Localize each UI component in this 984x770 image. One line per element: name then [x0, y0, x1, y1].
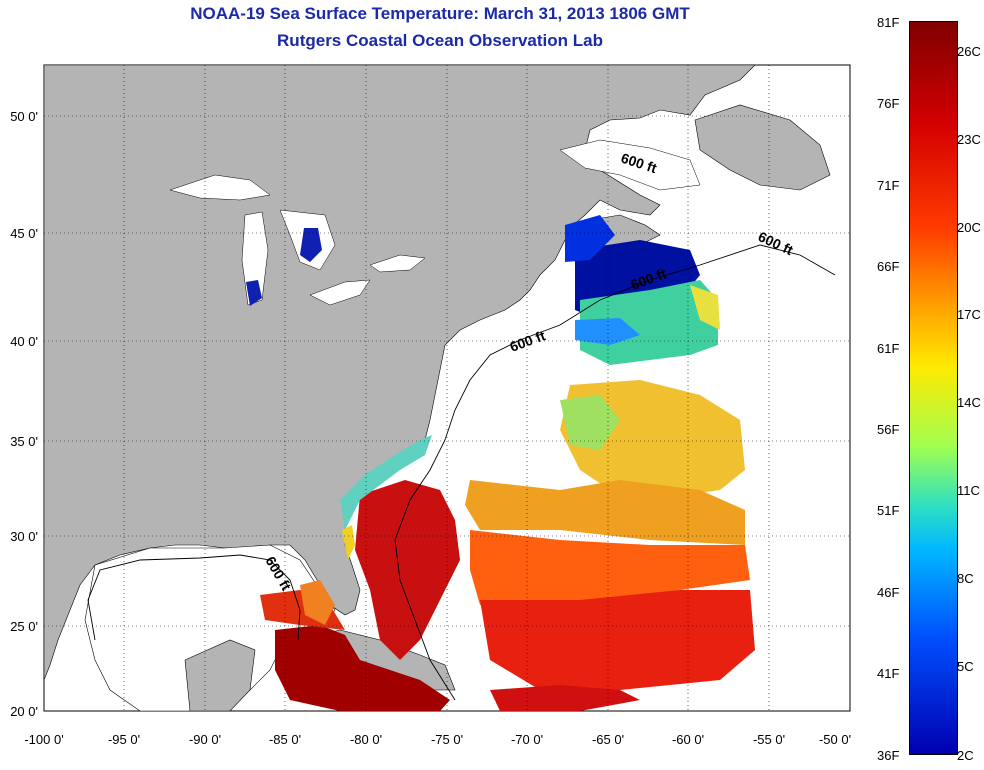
lon-tick: -95 0': [108, 732, 140, 747]
lat-tick: 30 0': [10, 529, 38, 544]
lon-tick: -75 0': [431, 732, 463, 747]
lon-tick: -60 0': [672, 732, 704, 747]
colorbar-f-label: 71F: [877, 178, 900, 193]
colorbar-f-label: 51F: [877, 503, 900, 518]
colorbar-c-label: 23C: [957, 132, 981, 147]
colorbar-f-label: 41F: [877, 666, 900, 681]
lon-tick: -65 0': [592, 732, 624, 747]
lat-tick: 20 0': [10, 704, 38, 719]
isobath-600ft-gulf: [87, 554, 301, 641]
colorbar-f-label: 56F: [877, 422, 900, 437]
colorbar-c-label: 8C: [957, 571, 974, 586]
lon-tick: -85 0': [269, 732, 301, 747]
lon-tick: -50 0': [819, 732, 851, 747]
lon-tick: -55 0': [753, 732, 785, 747]
lat-tick: 45 0': [10, 226, 38, 241]
lon-tick: -100 0': [24, 732, 63, 747]
colorbar-c-label: 2C: [957, 748, 974, 763]
colorbar-f-label: 76F: [877, 96, 900, 111]
lon-tick: -80 0': [350, 732, 382, 747]
isobath-600ft: [394, 244, 836, 701]
lat-tick: 35 0': [10, 434, 38, 449]
lat-tick: 40 0': [10, 334, 38, 349]
lon-tick: -90 0': [189, 732, 221, 747]
lake-michigan-sst: [246, 280, 262, 306]
colorbar-c-label: 14C: [957, 395, 981, 410]
lake-erie: [309, 279, 371, 306]
lake-ontario: [369, 254, 426, 273]
land-newfoundland: [694, 104, 831, 191]
lon-tick: -70 0': [511, 732, 543, 747]
lake-superior: [169, 174, 271, 201]
colorbar-f-label: 46F: [877, 585, 900, 600]
colorbar-c-label: 26C: [957, 44, 981, 59]
colorbar-c-label: 17C: [957, 307, 981, 322]
st-lawrence: [559, 139, 701, 191]
sst-overlay: [260, 215, 755, 711]
lon-axis: -100 0' -95 0' -90 0' -85 0' -80 0' -75 …: [24, 732, 851, 747]
colorbar-f-label: 66F: [877, 259, 900, 274]
lake-huron-sst: [300, 228, 322, 262]
temperature-colorbar: [909, 21, 958, 755]
lat-tick: 50 0': [10, 109, 38, 124]
colorbar-c-label: 20C: [957, 220, 981, 235]
lat-axis: 50 0' 45 0' 40 0' 35 0' 30 0' 25 0' 20 0…: [10, 109, 38, 719]
map-title: NOAA-19 Sea Surface Temperature: March 3…: [190, 4, 690, 23]
lat-tick: 25 0': [10, 619, 38, 634]
land-yucatan: [184, 639, 256, 712]
colorbar-f-label: 36F: [877, 748, 900, 763]
colorbar-f-label: 81F: [877, 15, 900, 30]
colorbar-f-label: 61F: [877, 341, 900, 356]
map-subtitle: Rutgers Coastal Ocean Observation Lab: [277, 31, 603, 50]
colorbar-c-label: 5C: [957, 659, 974, 674]
colorbar-c-label: 11C: [957, 483, 980, 498]
